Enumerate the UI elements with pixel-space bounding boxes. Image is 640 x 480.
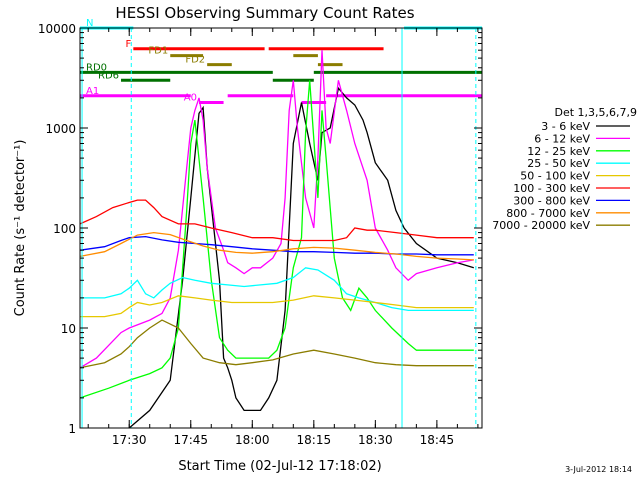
x-tick-label-5: 18:45 [420,433,455,447]
x-axis-label: Start Time (02-Jul-12 17:18:02) [178,459,381,474]
flag-label-rd6: RD6 [98,70,119,81]
flag-label-a0: A0 [184,92,197,103]
y-axis-label: Count Rate (s⁻¹ detector⁻¹) [13,140,28,317]
x-tick-label-1: 17:45 [173,433,208,447]
flag-label-a1: A1 [86,86,99,97]
series-line-3 [80,267,474,312]
legend-label-0: 3 - 6 keV [541,120,590,133]
series-line-1 [79,50,474,369]
axes: 17:30 17:45 18:00 18:15 18:30 18:45 1 10 100 1000… [38,22,483,447]
series-line-6 [79,235,474,256]
x-tick-label-3: 18:15 [297,433,332,447]
flag-label-fd2: FD2 [185,55,205,66]
legend-label-1: 6 - 12 keV [534,132,590,145]
y-tick-label-0: 1 [68,422,76,436]
series-line-8 [79,319,474,369]
y-tick-label-1: 10 [61,322,76,336]
series-line-5 [79,199,474,242]
x-tick-label-0: 17:30 [112,433,147,447]
flag-label-f: F [126,39,132,50]
flag-label-n: N [86,18,93,29]
chart-title: HESSI Observing Summary Count Rates [115,4,414,22]
series-line-2 [79,80,474,399]
plot-frame [79,27,483,429]
legend-label-2: 12 - 25 keV [527,145,590,158]
series-line-7 [79,231,474,261]
legend-label-4: 50 - 100 keV [520,170,590,183]
y-tick-label-2: 100 [53,222,76,236]
legend-label-7: 800 - 7000 keV [506,207,590,220]
series-line-0 [128,86,474,429]
legend-title: Det 1,3,5,6,7,9 [554,106,637,119]
flag-label-rd0: RD0 [86,62,107,73]
legend-label-3: 25 - 50 keV [527,157,590,170]
series-line-4 [80,295,474,318]
x-tick-label-2: 18:00 [235,433,270,447]
y-tick-label-4: 10000 [38,22,76,36]
legend-label-8: 7000 - 20000 keV [492,219,590,232]
legend-label-6: 300 - 800 keV [513,194,590,207]
y-tick-label-3: 1000 [45,122,76,136]
x-tick-label-4: 18:30 [358,433,393,447]
timestamp: 3-Jul-2012 18:14 [565,465,632,474]
flag-label-fd1: FD1 [148,46,168,57]
legend-label-5: 100 - 300 keV [513,182,590,195]
series-lines [79,50,474,429]
